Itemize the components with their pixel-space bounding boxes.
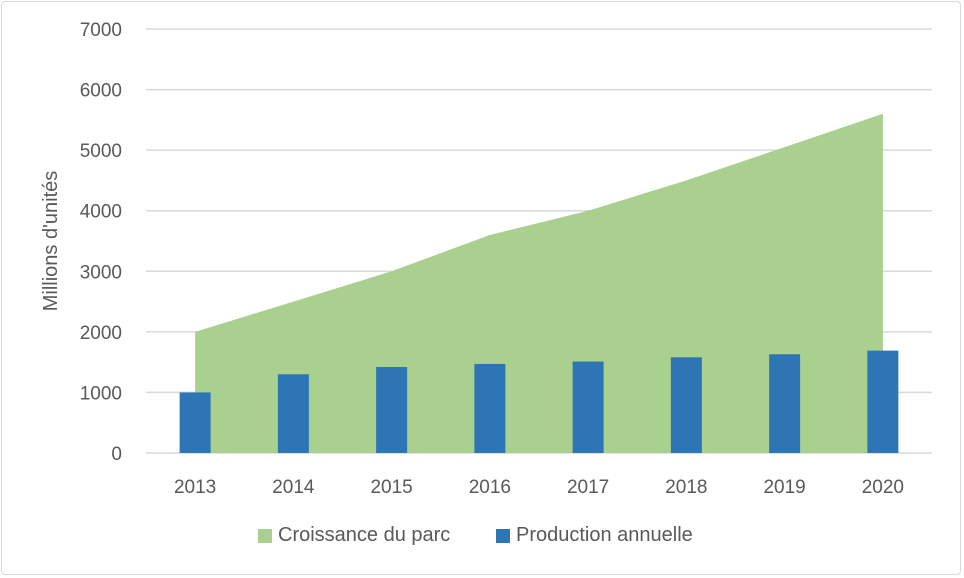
y-tick-label: 1000 (80, 383, 122, 404)
legend-swatch-green (258, 528, 272, 543)
x-tick-label: 2017 (567, 477, 609, 498)
y-tick-label: 4000 (80, 202, 122, 223)
x-tick-label: 2020 (862, 477, 904, 498)
x-tick-label: 2019 (763, 477, 805, 498)
x-tick-label: 2013 (174, 477, 216, 498)
bar-production-2013 (179, 392, 211, 453)
y-tick-label: 5000 (80, 141, 122, 162)
y-tick-label: 7000 (80, 20, 122, 41)
y-axis-label: Millions d'unités (40, 171, 62, 312)
legend-swatch-blue (496, 528, 510, 543)
x-tick-label: 2014 (272, 477, 315, 498)
legend: Croissance du parc Production annuelle (0, 524, 964, 552)
legend-item-croissance: Croissance du parc (258, 524, 450, 547)
bar-production-2018 (670, 357, 702, 453)
bar-production-2014 (277, 374, 309, 453)
area-croissance-du-parc (195, 113, 883, 454)
bar-production-2017 (572, 361, 604, 453)
x-tick-label: 2018 (665, 477, 707, 498)
bar-production-2015 (376, 366, 408, 453)
legend-label: Production annuelle (516, 524, 693, 546)
legend-label: Croissance du parc (278, 524, 451, 546)
y-tick-label: 0 (111, 444, 122, 465)
x-tick-label: 2015 (370, 477, 412, 498)
y-tick-label: 2000 (80, 323, 122, 344)
x-tick-label: 2016 (469, 477, 511, 498)
y-tick-label: 6000 (80, 81, 122, 102)
bar-production-2020 (867, 350, 899, 453)
legend-item-production: Production annuelle (496, 524, 693, 547)
bar-production-2016 (474, 363, 506, 453)
bar-production-2019 (769, 354, 801, 453)
y-tick-label: 3000 (80, 262, 122, 283)
